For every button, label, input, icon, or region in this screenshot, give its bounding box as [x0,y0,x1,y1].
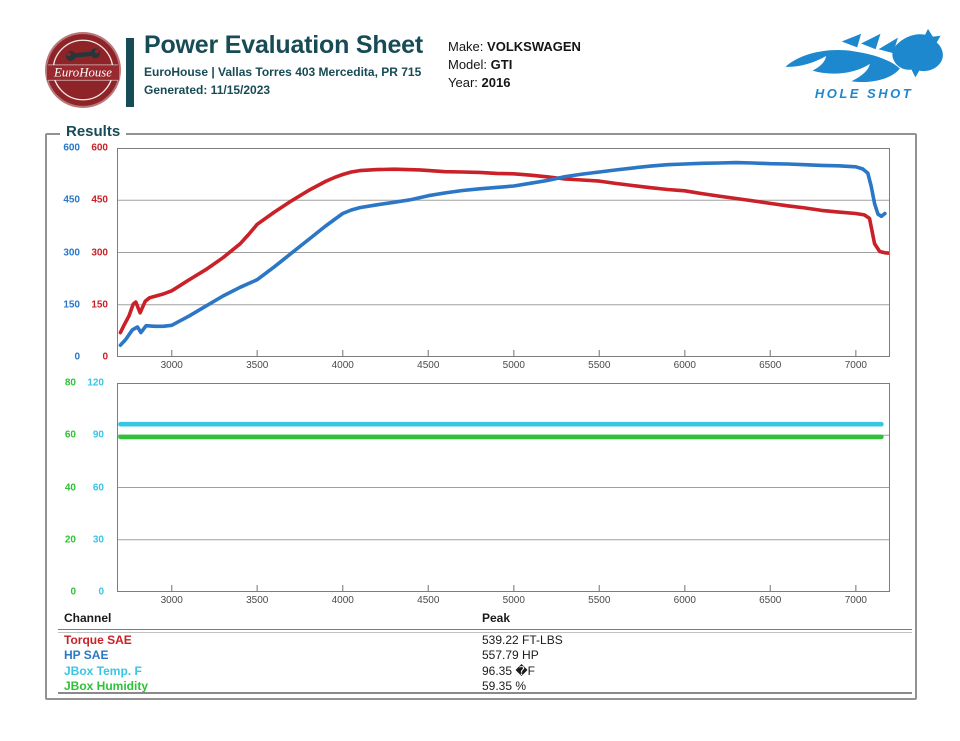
x-tick-label: 4000 [331,360,354,371]
temp-y-axis: 120 90 60 30 0 [78,378,104,598]
table-row: HP SAE 557.79 HP [58,648,912,663]
y-tick-label: 150 [63,299,80,311]
vehicle-make: Make: VOLKSWAGEN [448,39,581,54]
eurohouse-logo-icon: EuroHouse [45,32,121,108]
y-tick-label: 450 [63,194,80,206]
y-tick-label: 450 [91,194,108,206]
x-tick-label: 4500 [417,595,440,606]
holeshot-logo: HOLE SHOT [780,26,948,101]
x-tick-label: 4000 [331,595,354,606]
y-tick-label: 80 [64,377,76,389]
vehicle-info: Make: VOLKSWAGEN Model: GTI Year: 2016 [448,38,581,92]
x-tick-label: 6500 [759,595,782,606]
humidity-y-axis: 80 60 40 20 0 [50,378,76,598]
vehicle-year: Year: 2016 [448,75,511,90]
logo-text: EuroHouse [53,66,112,80]
results-table-header: Channel Peak [58,611,912,628]
hp-y-axis: 600 450 300 150 0 [54,143,80,363]
table-bottom-rule [58,692,912,694]
rpm-x-axis: 3000 3500 4000 4500 5000 5500 6000 6500 7000 [117,360,890,373]
y-tick-label: 150 [91,299,108,311]
results-section-label: Results [60,123,127,140]
peak-value: 557.79 HP [482,648,539,663]
x-tick-label: 5500 [588,595,611,606]
table-row: Torque SAE 539.22 FT-LBS [58,633,912,648]
peak-value: 539.22 FT-LBS [482,633,563,647]
table-row: JBox Temp. F 96.35 �F [58,664,912,679]
channel-column-header: Channel [64,611,112,625]
y-tick-label: 600 [63,142,80,154]
y-tick-label: 300 [63,247,80,258]
power-torque-chart [117,148,890,357]
y-tick-label: 60 [92,482,104,493]
channel-name: Torque SAE [64,633,132,647]
channel-name: JBox Temp. F [64,663,142,678]
holeshot-horse-icon [785,28,943,83]
x-tick-label: 5500 [588,360,611,371]
rpm-x-axis-2: 3000 3500 4000 4500 5000 5500 6000 6500 7000 [117,595,890,608]
y-tick-label: 600 [91,142,108,154]
x-tick-label: 5000 [502,595,525,606]
y-tick-label: 0 [102,351,108,363]
y-tick-label: 20 [64,534,76,546]
y-tick-label: 0 [70,586,76,598]
peak-value: 96.35 �F [482,663,535,678]
peak-value: 59.35 % [482,678,527,693]
y-tick-label: 60 [64,429,76,441]
x-tick-label: 3000 [160,360,183,371]
peak-column-header: Peak [482,611,511,625]
results-table-body: Torque SAE 539.22 FT-LBS HP SAE 557.79 HP JB… [58,633,912,694]
x-tick-label: 4500 [417,360,440,371]
generated-date: Generated: 11/15/2023 [144,82,271,97]
x-tick-label: 3500 [246,595,269,606]
x-tick-label: 7000 [844,595,867,606]
x-tick-label: 6500 [759,360,782,371]
title-divider-bar [126,38,134,107]
x-tick-label: 3500 [246,360,269,371]
x-tick-label: 6000 [673,360,696,371]
eurohouse-logo: EuroHouse [44,31,122,109]
y-tick-label: 30 [92,534,104,546]
y-tick-label: 300 [91,247,108,258]
table-header-rule [58,629,912,633]
holeshot-brand-text: HOLE SHOT [814,86,914,101]
channel-name: JBox Humidity [64,678,149,693]
environment-chart [117,383,890,592]
y-tick-label: 40 [64,482,76,493]
x-tick-label: 7000 [844,360,867,371]
results-section [45,133,917,700]
x-tick-label: 6000 [673,595,696,606]
y-tick-label: 120 [87,377,104,389]
y-tick-label: 0 [98,586,104,598]
page-title: Power Evaluation Sheet [144,31,424,59]
vehicle-model: Model: GTI [448,57,513,72]
table-row: JBox Humidity 59.35 % [58,679,912,694]
x-tick-label: 5000 [502,360,525,371]
y-tick-label: 0 [74,351,80,363]
x-tick-label: 3000 [160,595,183,606]
torque-y-axis: 600 450 300 150 0 [82,143,108,363]
wrench-icon [65,48,101,61]
shop-address: EuroHouse | Vallas Torres 403 Mercedita,… [144,64,422,79]
channel-name: HP SAE [64,648,109,663]
y-tick-label: 90 [92,429,104,441]
